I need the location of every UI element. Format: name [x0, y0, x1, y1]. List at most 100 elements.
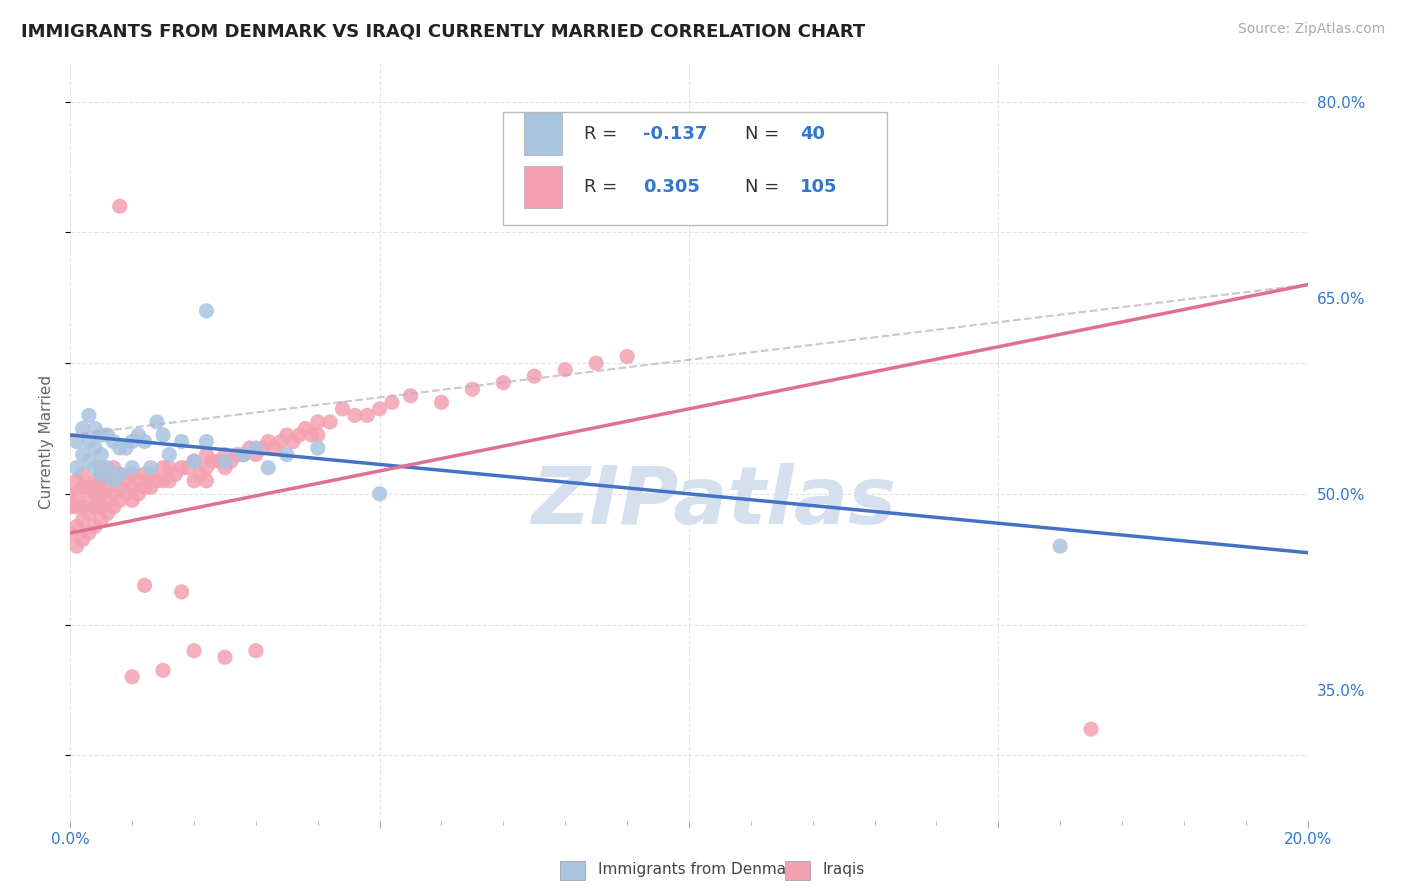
Point — [65, 474, 87, 488]
Text: Iraqis: Iraqis — [823, 863, 865, 877]
Point — [170, 460, 193, 475]
Text: N =: N = — [745, 178, 785, 195]
Point — [157, 460, 180, 475]
Point — [90, 460, 112, 475]
Point — [301, 428, 323, 442]
FancyBboxPatch shape — [524, 113, 561, 155]
Point — [121, 493, 143, 508]
Point — [294, 421, 316, 435]
Point — [65, 487, 87, 501]
Point — [115, 487, 138, 501]
Point — [183, 474, 205, 488]
Point — [152, 663, 174, 677]
Point — [183, 454, 205, 468]
Point — [77, 434, 100, 449]
Point — [281, 434, 304, 449]
Point — [134, 467, 156, 482]
Y-axis label: Currently Married: Currently Married — [39, 375, 55, 508]
Point — [1080, 722, 1102, 736]
Point — [195, 434, 218, 449]
Point — [399, 389, 422, 403]
Point — [288, 428, 311, 442]
Point — [152, 474, 174, 488]
Point — [250, 441, 273, 455]
Point — [77, 493, 100, 508]
Point — [208, 454, 231, 468]
Point — [77, 409, 100, 423]
Point — [90, 448, 112, 462]
Text: Source: ZipAtlas.com: Source: ZipAtlas.com — [1237, 22, 1385, 37]
Point — [134, 434, 156, 449]
Point — [319, 415, 342, 429]
Point — [103, 487, 125, 501]
Point — [127, 474, 149, 488]
Point — [72, 533, 94, 547]
Point — [585, 356, 607, 370]
Point — [108, 199, 131, 213]
Point — [127, 487, 149, 501]
Point — [77, 454, 100, 468]
Text: Immigrants from Denmark: Immigrants from Denmark — [598, 863, 801, 877]
Point — [121, 480, 143, 494]
Point — [430, 395, 453, 409]
Point — [307, 428, 329, 442]
Point — [103, 460, 125, 475]
Point — [72, 421, 94, 435]
Point — [214, 454, 236, 468]
Point — [90, 467, 112, 482]
Point — [96, 480, 118, 494]
Point — [183, 454, 205, 468]
Text: R =: R = — [583, 125, 623, 143]
Point — [59, 487, 82, 501]
Point — [214, 448, 236, 462]
Point — [103, 474, 125, 488]
Point — [214, 650, 236, 665]
Point — [232, 448, 254, 462]
Point — [245, 448, 267, 462]
Point — [183, 643, 205, 657]
Point — [72, 448, 94, 462]
Text: ■: ■ — [565, 858, 588, 881]
Point — [127, 428, 149, 442]
Point — [226, 448, 249, 462]
Point — [84, 421, 107, 435]
Text: 105: 105 — [800, 178, 838, 195]
Point — [115, 441, 138, 455]
Point — [108, 441, 131, 455]
Point — [177, 460, 200, 475]
Point — [72, 500, 94, 514]
Point — [134, 578, 156, 592]
Point — [72, 513, 94, 527]
Point — [72, 467, 94, 482]
Point — [103, 474, 125, 488]
Point — [165, 467, 187, 482]
Point — [356, 409, 378, 423]
Point — [195, 460, 218, 475]
Point — [65, 539, 87, 553]
Point — [96, 467, 118, 482]
Point — [1049, 539, 1071, 553]
Point — [157, 448, 180, 462]
Point — [195, 303, 218, 318]
Point — [90, 513, 112, 527]
Point — [59, 500, 82, 514]
Point — [96, 507, 118, 521]
Point — [523, 369, 546, 384]
Point — [77, 526, 100, 541]
Point — [368, 401, 391, 416]
Point — [139, 480, 162, 494]
Point — [103, 434, 125, 449]
Point — [121, 670, 143, 684]
Point — [77, 507, 100, 521]
Point — [96, 460, 118, 475]
Point — [219, 454, 242, 468]
Point — [84, 487, 107, 501]
Point — [343, 409, 366, 423]
Text: ■: ■ — [790, 858, 813, 881]
Point — [239, 441, 262, 455]
Point — [368, 487, 391, 501]
Point — [84, 500, 107, 514]
Point — [90, 474, 112, 488]
Point — [84, 474, 107, 488]
Point — [96, 493, 118, 508]
